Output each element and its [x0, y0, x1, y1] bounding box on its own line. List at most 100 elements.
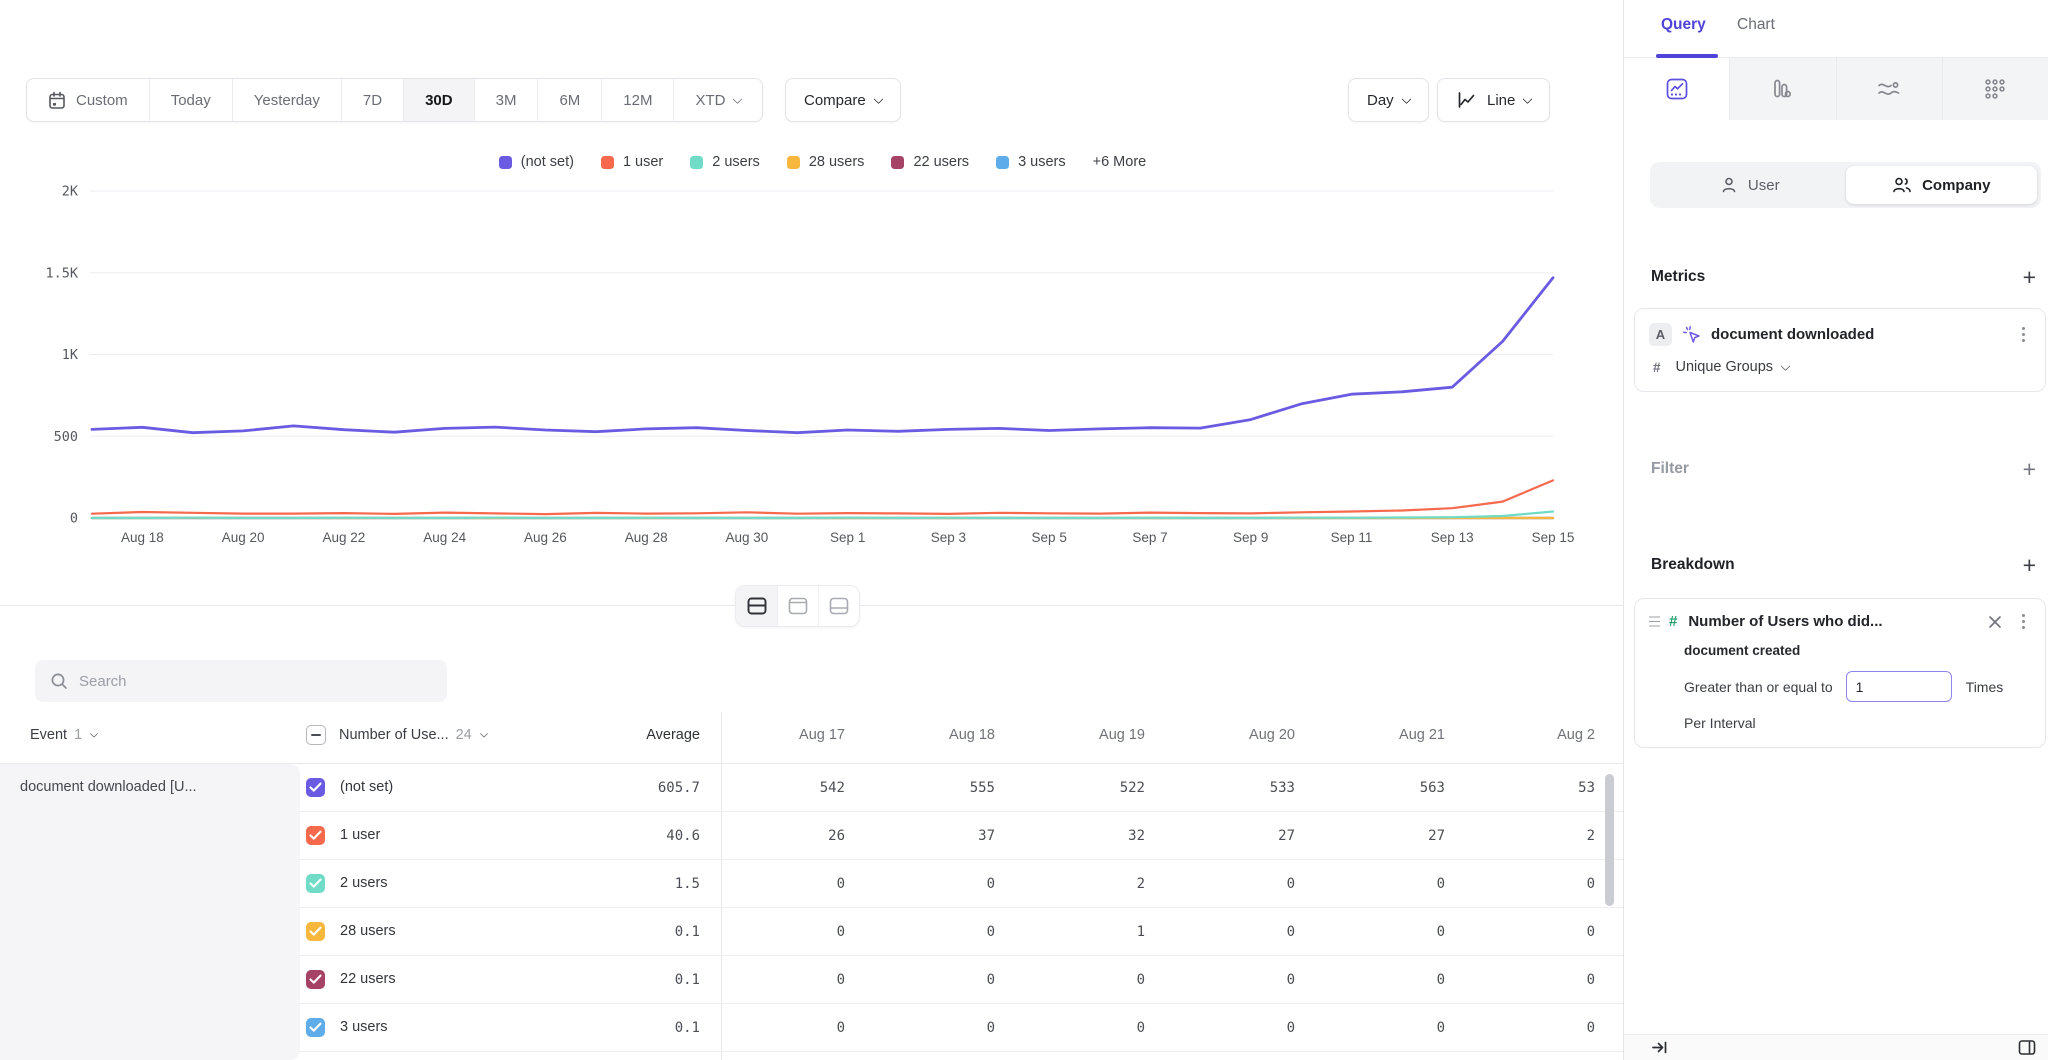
tab-line-chart[interactable]	[1624, 58, 1730, 120]
date-column-header: Aug 2	[1557, 727, 1595, 743]
panel-layout-icon[interactable]	[2018, 1039, 2036, 1056]
range-yesterday[interactable]: Yesterday	[231, 79, 341, 121]
table-cell: 555	[969, 780, 995, 796]
metric-card[interactable]: A document downloaded # Unique Groups	[1634, 308, 2046, 392]
add-filter-button[interactable]: +	[2022, 456, 2036, 482]
measure-selector[interactable]: Unique Groups	[1676, 359, 1791, 375]
vertical-scrollbar[interactable]	[1605, 774, 1614, 906]
svg-text:Aug 22: Aug 22	[323, 530, 366, 545]
svg-text:Sep 1: Sep 1	[830, 530, 865, 545]
breakdown-property-name: Number of Users who did...	[1688, 613, 1883, 630]
svg-text:Sep 5: Sep 5	[1032, 530, 1067, 545]
drag-handle-icon[interactable]	[1649, 620, 1660, 623]
table-cell: 563	[1419, 780, 1445, 796]
breakdown-card[interactable]: # Number of Users who did... document cr…	[1634, 598, 2046, 748]
tab-chart[interactable]: Chart	[1737, 16, 1775, 33]
table-row: 2 users 1.5 0 0 2 0 0 0	[0, 860, 1623, 908]
event-column-header[interactable]: Event 1	[30, 727, 99, 743]
select-all-checkbox[interactable]	[306, 725, 326, 745]
series-label[interactable]: 1 user	[340, 827, 381, 843]
query-sidebar: Query Chart	[1623, 0, 2048, 1060]
layout-toggle-chart-only-icon[interactable]	[777, 586, 818, 626]
date-column-header: Aug 17	[799, 727, 845, 743]
remove-breakdown-icon[interactable]	[1988, 615, 2002, 629]
range-3m[interactable]: 3M	[473, 79, 538, 121]
series-label[interactable]: 28 users	[340, 923, 396, 939]
legend-swatch	[498, 155, 512, 169]
legend-swatch	[891, 155, 905, 169]
series-checkbox[interactable]	[306, 874, 325, 893]
legend-item[interactable]: 3 users	[996, 154, 1066, 170]
table-cell: 522	[1119, 780, 1145, 796]
legend-item[interactable]: 2 users	[690, 154, 760, 170]
layout-toggle-split-view-icon[interactable]	[736, 586, 777, 626]
series-checkbox[interactable]	[306, 1018, 325, 1037]
svg-text:Sep 9: Sep 9	[1233, 530, 1268, 545]
breakdown-condition-label: Greater than or equal to	[1684, 678, 1833, 695]
table-cell: 0	[836, 972, 845, 988]
layout-toggle-table-only-icon[interactable]	[818, 586, 859, 626]
chevron-down-icon	[1401, 93, 1412, 104]
table-cell: 37	[978, 828, 995, 844]
svg-text:Sep 3: Sep 3	[931, 530, 966, 545]
legend-item[interactable]: (not set)	[498, 154, 574, 170]
tab-flow[interactable]	[1835, 58, 1942, 120]
event-group-cell[interactable]: document downloaded [U...	[0, 764, 300, 1060]
svg-text:Sep 15: Sep 15	[1532, 530, 1575, 545]
scope-user[interactable]: User	[1654, 166, 1846, 204]
legend-more-link[interactable]: +6 More	[1092, 154, 1147, 170]
legend-swatch	[786, 155, 800, 169]
table-cell: 0	[986, 924, 995, 940]
metric-menu-icon[interactable]	[2021, 332, 2025, 337]
breakdown-value-input[interactable]	[1845, 671, 1952, 702]
series-label[interactable]: 3 users	[340, 1019, 388, 1035]
add-metric-button[interactable]: +	[2022, 264, 2036, 290]
table-cell: 0	[1286, 972, 1295, 988]
range-7d[interactable]: 7D	[340, 79, 403, 121]
range-xtd[interactable]: XTD	[673, 79, 762, 121]
series-checkbox[interactable]	[306, 826, 325, 845]
tab-grid-dots[interactable]	[1941, 58, 2048, 120]
legend-item[interactable]: 1 user	[600, 154, 663, 170]
range-12m[interactable]: 12M	[601, 79, 673, 121]
legend-item[interactable]: 22 users	[891, 154, 969, 170]
collapse-panel-icon[interactable]	[1651, 1039, 1668, 1056]
series-label[interactable]: (not set)	[340, 779, 394, 795]
range-6m[interactable]: 6M	[537, 79, 601, 121]
series-label[interactable]: 2 users	[340, 875, 388, 891]
series-checkbox[interactable]	[306, 970, 325, 989]
table-cell: 533	[1269, 780, 1295, 796]
metric-badge: A	[1649, 323, 1672, 346]
chart-type-button[interactable]: Line	[1437, 78, 1551, 122]
table-cell: 0	[1436, 876, 1445, 892]
breakdown-menu-icon[interactable]	[2021, 619, 2025, 624]
table-cell: 2	[1136, 876, 1145, 892]
frozen-pane-divider	[721, 712, 722, 1060]
table-cell: 0	[836, 924, 845, 940]
add-breakdown-button[interactable]: +	[2022, 552, 2036, 578]
scope-company[interactable]: Company	[1845, 166, 2037, 204]
search-input[interactable]	[79, 672, 409, 690]
tab-bar-chart[interactable]	[1729, 58, 1836, 120]
tab-query[interactable]: Query	[1661, 16, 1706, 33]
series-checkbox[interactable]	[306, 778, 325, 797]
compare-button[interactable]: Compare	[785, 78, 901, 122]
active-tab-underline	[1656, 54, 1718, 58]
event-spark-icon	[1682, 325, 1702, 345]
filter-section-header: Filter +	[1651, 456, 2036, 482]
table-cell: 0	[1436, 1020, 1445, 1036]
legend-item[interactable]: 28 users	[786, 154, 864, 170]
range-today[interactable]: Today	[148, 79, 232, 121]
table-cell: 0	[1286, 924, 1295, 940]
table-cell: 27	[1428, 828, 1445, 844]
series-average: 40.6	[666, 828, 700, 844]
series-label[interactable]: 22 users	[340, 971, 396, 987]
range-custom[interactable]: Custom	[27, 79, 149, 121]
breakdown-column-header[interactable]: Number of Use... 24	[306, 725, 488, 745]
svg-text:Aug 24: Aug 24	[423, 530, 466, 545]
search-icon	[50, 672, 68, 690]
series-checkbox[interactable]	[306, 922, 325, 941]
interval-button[interactable]: Day	[1348, 78, 1429, 122]
range-30d[interactable]: 30D	[403, 79, 474, 121]
line-chart[interactable]: 0 500 1K 1.5K 2K Aug 18 Aug 20 Aug 22 Aug 24 Aug …	[0, 184, 1623, 550]
